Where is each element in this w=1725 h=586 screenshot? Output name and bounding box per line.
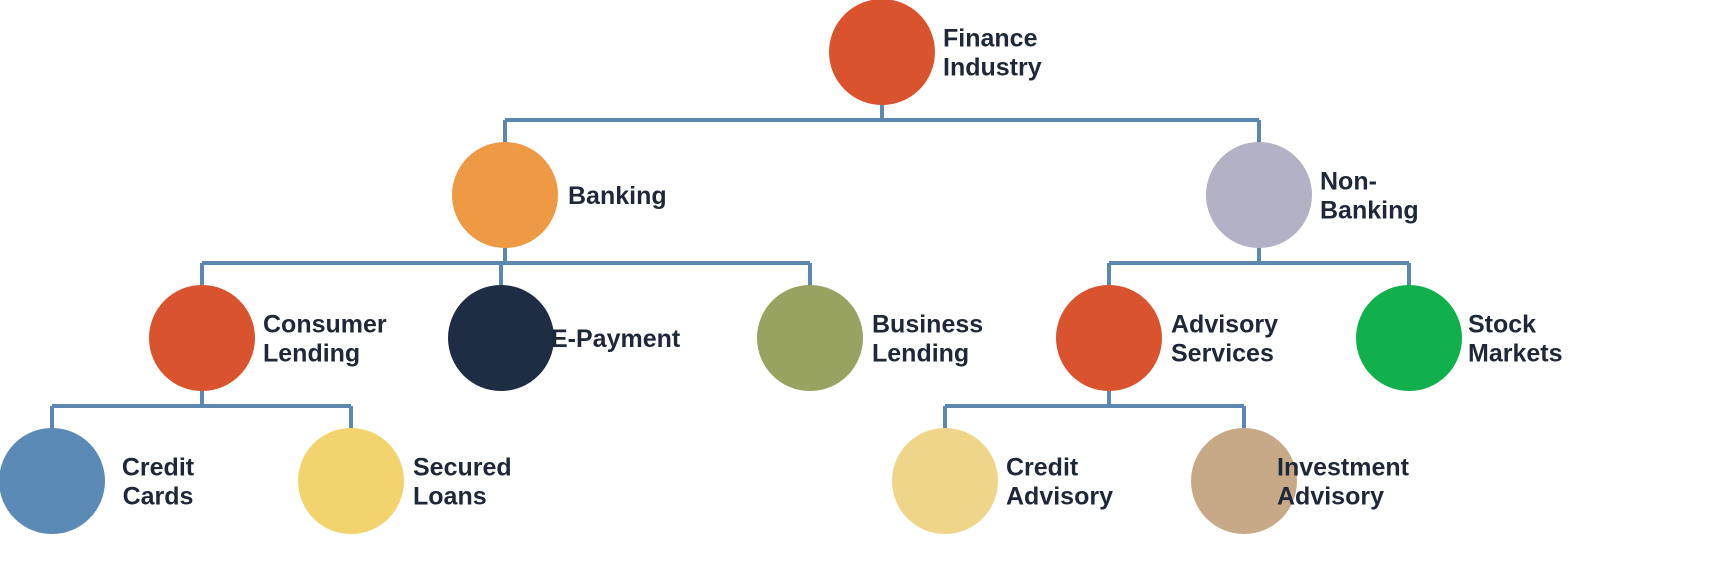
node-label-line: E-Payment [551, 325, 681, 353]
node-label-line: Cards [123, 483, 194, 511]
connectors [50, 105, 1411, 434]
node-label-business-lending: Business Lending [872, 311, 983, 368]
node-circle-banking [452, 142, 558, 248]
node-stock-markets: Stock Markets [1356, 285, 1563, 391]
node-label-line: Credit [122, 454, 195, 482]
node-secured-loans: Secured Loans [298, 428, 512, 534]
node-label-secured-loans: Secured Loans [413, 454, 512, 511]
node-consumer-lending: Consumer Lending [149, 285, 387, 391]
node-circle-secured-loans [298, 428, 404, 534]
node-label-finance-industry: Finance Industry [943, 25, 1042, 82]
node-label-line: Lending [872, 340, 969, 368]
node-label-banking: Banking [568, 182, 667, 210]
connector-banking [200, 248, 812, 291]
node-business-lending: Business Lending [757, 285, 983, 391]
node-label-line: Banking [568, 182, 667, 210]
node-label-investment-advisory: Investment Advisory [1277, 454, 1410, 511]
node-advisory-services: Advisory Services [1056, 285, 1278, 391]
node-label-line: Banking [1320, 197, 1419, 225]
node-label-credit-cards: Credit Cards [122, 454, 195, 511]
connector-advisory-services [943, 391, 1246, 434]
node-circle-advisory-services [1056, 285, 1162, 391]
node-label-line: Business [872, 311, 983, 339]
node-credit-advisory: Credit Advisory [892, 428, 1113, 534]
node-circle-investment-advisory [1191, 428, 1297, 534]
node-label-line: Investment [1277, 454, 1410, 482]
node-finance-industry: Finance Industry [829, 0, 1042, 105]
node-circle-business-lending [757, 285, 863, 391]
node-label-line: Advisory [1277, 483, 1384, 511]
node-circle-credit-advisory [892, 428, 998, 534]
node-label-line: Non- [1320, 168, 1377, 196]
node-banking: Banking [452, 142, 667, 248]
node-circle-e-payment [448, 285, 554, 391]
node-circle-finance-industry [829, 0, 935, 105]
node-label-line: Credit [1006, 454, 1079, 482]
connector-finance-industry [503, 105, 1261, 148]
node-label-line: Consumer [263, 311, 387, 339]
node-label-line: Secured [413, 454, 512, 482]
node-label-line: Industry [943, 54, 1042, 82]
node-non-banking: Non-Banking [1206, 142, 1419, 248]
node-label-line: Loans [413, 483, 487, 511]
node-label-line: Advisory [1171, 311, 1278, 339]
connector-consumer-lending [50, 391, 353, 434]
node-label-non-banking: Non-Banking [1320, 168, 1419, 225]
node-label-consumer-lending: Consumer Lending [263, 311, 387, 368]
node-circle-credit-cards [0, 428, 105, 534]
node-credit-cards: Credit Cards [0, 428, 195, 534]
node-label-line: Lending [263, 340, 360, 368]
node-label-stock-markets: Stock Markets [1468, 311, 1563, 368]
node-circle-non-banking [1206, 142, 1312, 248]
node-e-payment: E-Payment [448, 285, 681, 391]
node-label-line: Finance [943, 25, 1038, 53]
node-label-credit-advisory: Credit Advisory [1006, 454, 1113, 511]
node-label-line: Advisory [1006, 483, 1113, 511]
node-label-advisory-services: Advisory Services [1171, 311, 1278, 368]
node-circle-stock-markets [1356, 285, 1462, 391]
node-investment-advisory: Investment Advisory [1191, 428, 1410, 534]
node-circle-consumer-lending [149, 285, 255, 391]
node-label-line: Markets [1468, 340, 1563, 368]
node-label-line: Services [1171, 340, 1274, 368]
node-label-line: Stock [1468, 311, 1536, 339]
node-label-e-payment: E-Payment [551, 325, 681, 353]
connector-non-banking [1107, 248, 1411, 291]
